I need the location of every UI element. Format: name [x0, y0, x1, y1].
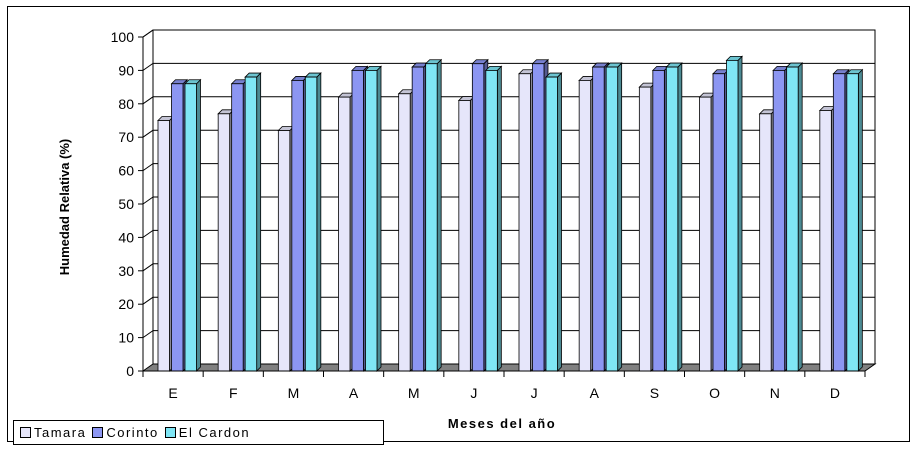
bar-el-cardon: [304, 72, 322, 372]
x-axis-title: Meses del año: [448, 416, 556, 431]
x-tick-label: F: [229, 385, 238, 401]
legend-item-el-cardon: El Cardon: [164, 425, 251, 440]
bar-el-cardon: [244, 72, 262, 372]
legend-item-corinto: Corinto: [92, 425, 158, 440]
legend-swatch: [92, 427, 104, 438]
legend: Tamara Corinto El Cardon: [13, 420, 384, 445]
y-tick-label: 50: [118, 196, 134, 212]
bar-layer: [157, 55, 864, 372]
gridline-depth: [142, 196, 154, 205]
bar-el-cardon: [484, 65, 503, 372]
x-tick-label: M: [288, 385, 300, 401]
gridline-depth: [142, 96, 154, 105]
legend-label: Corinto: [106, 425, 159, 440]
bar-el-cardon: [184, 78, 202, 372]
y-tick-label: 80: [118, 96, 134, 112]
gridline-depth: [142, 163, 154, 172]
x-tick-label: O: [709, 385, 720, 401]
y-tick-label: 100: [111, 29, 135, 45]
x-tick-label: S: [650, 385, 659, 401]
gridline-depth: [142, 296, 154, 305]
x-tick-label: A: [349, 385, 359, 401]
bar-el-cardon: [665, 62, 683, 372]
bar-el-cardon: [545, 72, 563, 372]
gridline-depth: [142, 229, 154, 238]
x-tick-label: N: [770, 385, 780, 401]
x-tick-label: J: [470, 385, 477, 401]
y-tick-label: 60: [118, 163, 134, 179]
legend-label: El Cardon: [178, 425, 251, 440]
bar-el-cardon: [605, 62, 623, 372]
y-axis-title: Humedad Relativa (%): [57, 139, 72, 276]
bar-el-cardon: [785, 62, 804, 372]
legend-swatch: [20, 427, 31, 438]
y-tick-label: 10: [118, 330, 134, 346]
bar-el-cardon: [364, 65, 382, 372]
tick-layer: 0 10 20 30 40 50 60 70 80 90 100 E F M A M J J A S O N D: [111, 29, 866, 401]
wall-edge: [142, 29, 154, 38]
x-tick-label: A: [590, 385, 600, 401]
bar-el-cardon: [725, 55, 743, 372]
y-tick-label: 70: [118, 129, 134, 145]
y-tick-label: 90: [118, 62, 134, 78]
x-tick-label: M: [408, 385, 420, 401]
y-tick-label: 20: [118, 296, 134, 312]
gridline-depth: [142, 330, 154, 339]
y-tick-label: 40: [118, 229, 134, 245]
x-tick-label: D: [830, 385, 840, 401]
legend-label: Tamara: [34, 425, 87, 440]
legend-swatch: [164, 427, 176, 438]
y-tick-label: 0: [126, 363, 134, 379]
gridline-depth: [142, 263, 154, 272]
legend-item-tamara: Tamara: [20, 425, 86, 440]
bar-el-cardon: [424, 58, 443, 372]
bar-el-cardon: [845, 68, 864, 372]
x-tick-label: E: [168, 385, 177, 401]
y-tick-label: 30: [118, 263, 134, 279]
gridline-depth: [142, 62, 154, 71]
grid-layer: [141, 29, 877, 372]
x-tick-label: J: [531, 385, 538, 401]
gridline-depth: [142, 129, 154, 138]
